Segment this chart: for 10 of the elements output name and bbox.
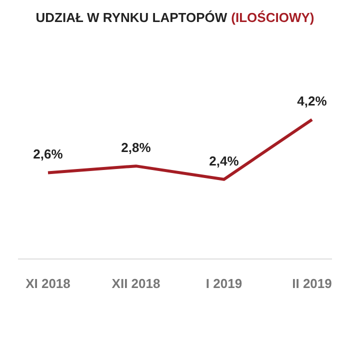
- x-tick-label: II 2019: [292, 276, 332, 292]
- x-tick-label: XI 2018: [26, 276, 70, 292]
- x-tick-label: XII 2018: [112, 276, 160, 292]
- data-label: 2,8%: [121, 140, 152, 156]
- x-tick-label: I 2019: [206, 276, 242, 292]
- data-label: 2,6%: [33, 146, 64, 162]
- data-label: 2,4%: [209, 153, 240, 168]
- chart-title: UDZIAŁ W RYNKU LAPTOPÓW: [36, 10, 228, 25]
- data-label: 4,2%: [297, 94, 328, 109]
- chart-subtitle: (ILOŚCIOWY): [231, 10, 314, 25]
